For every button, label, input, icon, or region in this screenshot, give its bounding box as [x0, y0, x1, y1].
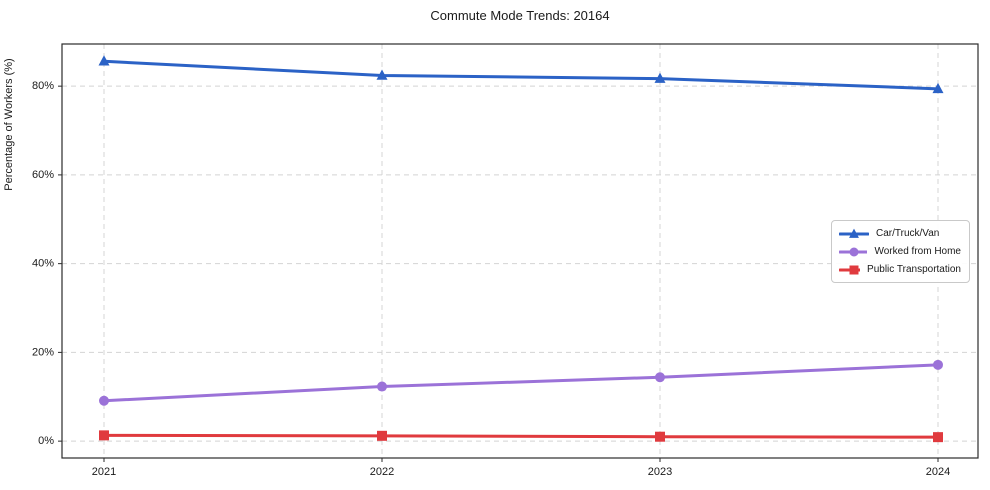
svg-text:2021: 2021	[92, 466, 116, 478]
legend-item-worked-from-home: Worked from Home	[839, 245, 961, 258]
legend-item-car-truck-van: Car/Truck/Van	[839, 227, 961, 240]
legend-line-triangle-marker-icon	[839, 228, 869, 238]
chart-title: Commute Mode Trends: 20164	[430, 8, 610, 23]
svg-text:20%: 20%	[32, 346, 54, 358]
legend-line-square-marker-icon	[839, 265, 861, 274]
svg-text:2024: 2024	[926, 466, 950, 478]
legend-item-public-transportation: Public Transportation	[839, 263, 961, 276]
svg-text:40%: 40%	[32, 258, 54, 270]
legend: Car/Truck/Van Worked from Home Public Tr…	[831, 220, 970, 283]
svg-text:2023: 2023	[648, 466, 672, 478]
legend-label: Worked from Home	[874, 246, 961, 257]
legend-label: Car/Truck/Van	[876, 228, 940, 239]
legend-line-circle-marker-icon	[839, 247, 868, 256]
svg-text:0%: 0%	[38, 435, 54, 447]
svg-text:80%: 80%	[32, 80, 54, 92]
svg-text:2022: 2022	[370, 466, 394, 478]
legend-label: Public Transportation	[867, 264, 961, 275]
svg-text:60%: 60%	[32, 169, 54, 181]
